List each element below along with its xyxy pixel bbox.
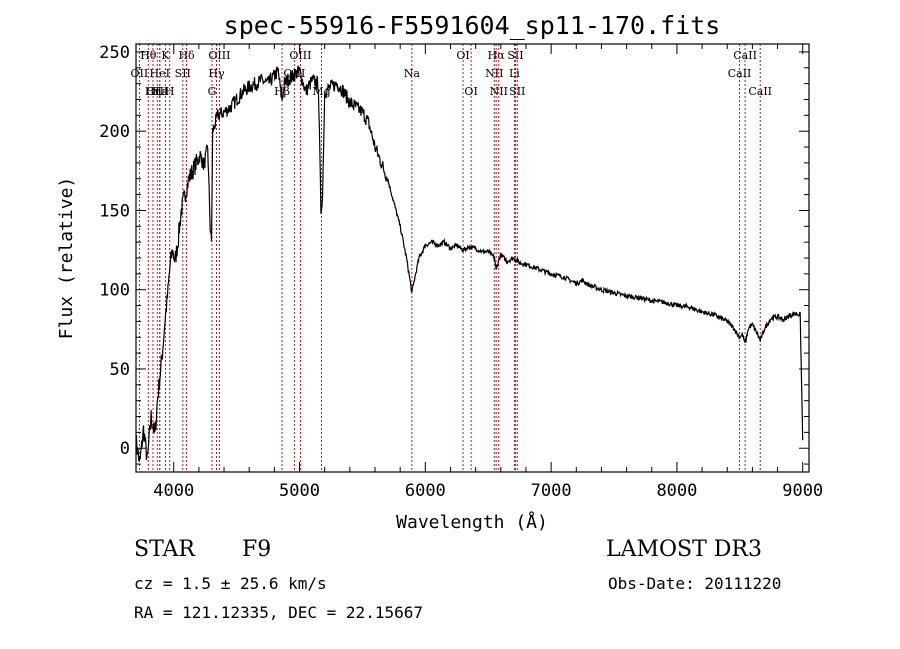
- reference-line-label: CaII: [733, 49, 757, 62]
- reference-line-label: CaII: [728, 67, 752, 80]
- reference-line-label: CaII: [748, 85, 772, 98]
- axis-ticks: 4000 5000 6000 7000 8000 9000 0 50 100 150 200 250: [99, 43, 823, 501]
- spectrum-line: [135, 65, 804, 462]
- y-tick-label: 0: [120, 439, 130, 459]
- x-tick-label: 9000: [782, 481, 823, 501]
- reference-line-label: Hδ: [178, 49, 195, 62]
- x-tick-label: 8000: [656, 481, 697, 501]
- reference-line-label: H: [165, 85, 175, 98]
- object-subclass: F9: [242, 537, 272, 562]
- reference-line-label: OI: [456, 49, 469, 62]
- reference-line-label: Hβ: [274, 85, 290, 98]
- y-tick-label: 150: [99, 201, 130, 221]
- reference-line-label: OIII: [208, 49, 230, 62]
- reference-line-label: K: [161, 49, 170, 62]
- reference-line-label: HeI: [150, 67, 170, 80]
- y-tick-label: 200: [99, 122, 130, 142]
- reference-line-label: Hγ: [208, 67, 225, 80]
- y-tick-label: 100: [99, 281, 130, 301]
- reference-line-label: OI: [464, 85, 477, 98]
- redshift-cz: cz = 1.5 ± 25.6 km/s: [134, 574, 327, 593]
- reference-line-label: G: [208, 85, 217, 98]
- reference-line-label: SII: [175, 67, 191, 80]
- reference-line-label: NII: [485, 67, 503, 80]
- plot-frame: [135, 43, 810, 473]
- reference-line-label: Li: [509, 67, 520, 80]
- x-tick-label: 7000: [531, 481, 572, 501]
- reference-line-label: SII: [507, 49, 523, 62]
- reference-line-label: Hη: [145, 85, 161, 98]
- reference-line-label: Hθ: [140, 49, 157, 62]
- chart-title: spec-55916-F5591604_sp11-170.fits: [224, 11, 721, 40]
- x-tick-label: 5000: [279, 481, 320, 501]
- reference-line-label: Hε: [152, 85, 168, 98]
- object-class: STAR: [134, 537, 195, 562]
- y-tick-label: 250: [99, 43, 130, 63]
- reference-line-label: NII: [490, 85, 508, 98]
- ra-dec: RA = 121.12335, DEC = 22.15667: [134, 603, 423, 622]
- reference-line-label: Hα: [488, 49, 506, 62]
- x-axis-label: Wavelength (Å): [396, 511, 548, 533]
- reference-line-label: OII: [131, 67, 149, 80]
- x-tick-label: 4000: [153, 481, 194, 501]
- y-tick-label: 50: [110, 360, 130, 380]
- reference-line-label: Na: [404, 67, 421, 80]
- reference-line-label: OIII: [146, 85, 168, 98]
- survey-name: LAMOST DR3: [606, 537, 762, 562]
- observation-date: Obs-Date: 20111220: [608, 574, 782, 593]
- reference-line-label: SII: [509, 85, 525, 98]
- reference-line-label: OIII: [289, 49, 311, 62]
- x-tick-label: 6000: [405, 481, 446, 501]
- y-axis-label: Flux (relative): [56, 177, 77, 340]
